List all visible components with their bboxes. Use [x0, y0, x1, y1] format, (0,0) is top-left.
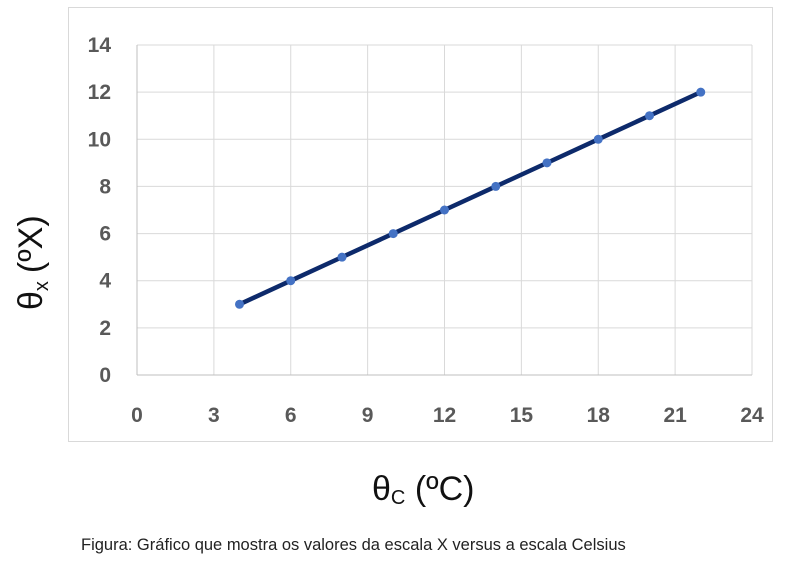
x-tick-label: 6 [285, 404, 297, 427]
y-tick-label: 0 [99, 364, 111, 387]
x-tick-label: 12 [433, 404, 456, 427]
data-point [645, 111, 654, 121]
data-point [440, 205, 449, 215]
svg-text:θx(ºX): θx (ºX) [12, 215, 53, 310]
y-axis-subscript: x [31, 281, 53, 291]
x-axis-unit: (ºC) [414, 470, 475, 508]
chart-frame: 0 2 4 6 8 10 12 14 0 3 6 9 12 15 18 21 24 [68, 7, 773, 442]
y-axis-label: θx (ºX) [4, 150, 54, 320]
y-axis-unit: (ºX) [12, 215, 50, 273]
data-point [593, 134, 603, 144]
x-axis-subscript: C [390, 487, 406, 509]
x-tick-label: 9 [362, 404, 374, 427]
x-tick-label: 24 [740, 404, 764, 427]
x-tick-label: 18 [587, 404, 611, 427]
y-tick-label: 8 [99, 175, 111, 198]
figure-caption: Figura: Gráfico que mostra os valores da… [81, 536, 626, 554]
y-tick-label: 6 [99, 223, 111, 246]
data-point [235, 299, 244, 309]
data-point [388, 229, 398, 239]
y-tick-label: 10 [88, 128, 111, 151]
y-tick-label: 4 [99, 270, 111, 293]
data-point [491, 181, 501, 191]
data-point [542, 158, 552, 168]
series-line [237, 89, 703, 307]
x-tick-label: 15 [510, 404, 534, 427]
x-axis-label: θC (ºC) [372, 470, 474, 510]
y-tick-label: 14 [88, 34, 112, 57]
y-tick-label: 2 [99, 317, 111, 340]
data-point [286, 276, 296, 286]
y-axis-symbol: θ [12, 291, 50, 310]
y-tick-label: 12 [88, 81, 111, 104]
data-point [337, 252, 347, 262]
x-tick-label: 21 [663, 404, 687, 427]
data-point [696, 87, 706, 97]
x-tick-label: 0 [131, 404, 143, 427]
x-axis-symbol: θ [372, 470, 391, 508]
x-tick-label: 3 [208, 404, 220, 427]
